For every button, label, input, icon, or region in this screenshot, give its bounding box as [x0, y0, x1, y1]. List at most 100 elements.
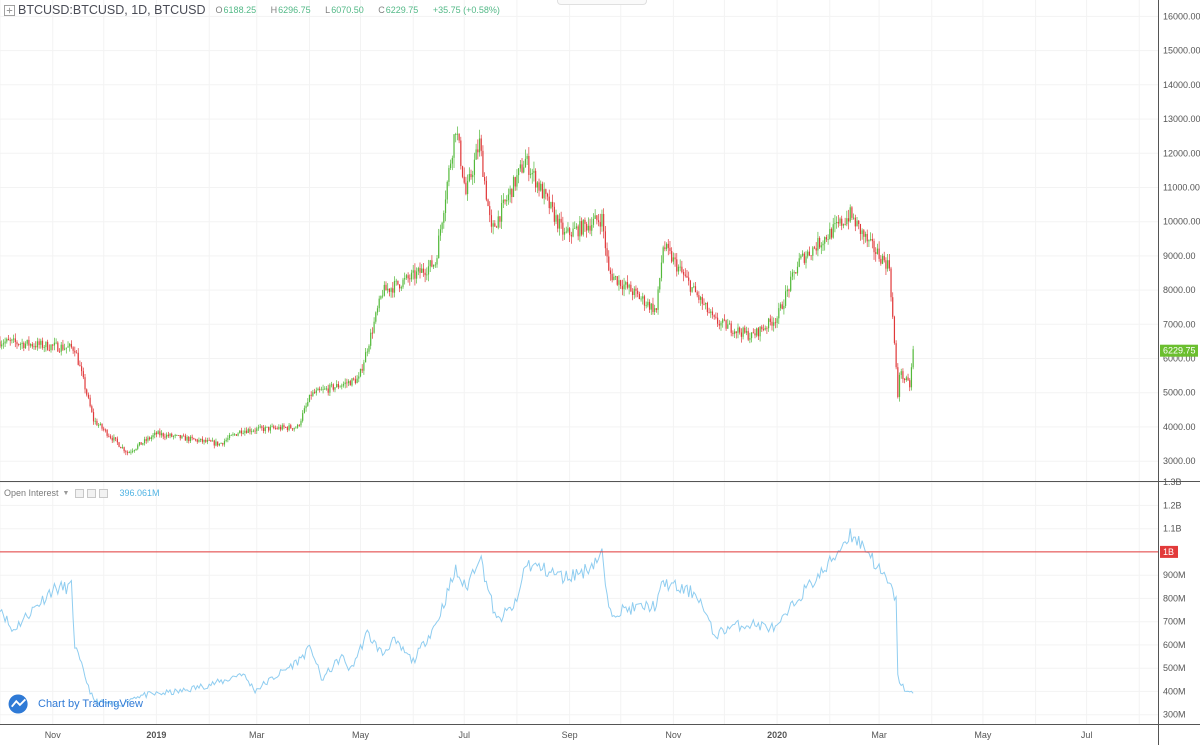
candle-body: [291, 428, 294, 430]
candle-body: [456, 133, 459, 135]
candle: [720, 320, 722, 331]
candle-body: [647, 301, 649, 306]
candle-body: [123, 447, 125, 452]
oi-title[interactable]: Open Interest: [4, 488, 59, 498]
candle: [754, 329, 756, 339]
candle: [371, 327, 373, 339]
toolbar-handle[interactable]: [557, 0, 647, 5]
candle: [703, 298, 705, 306]
tradingview-logo-icon: [8, 694, 28, 714]
candle-body: [89, 397, 91, 407]
candle-body: [779, 304, 782, 309]
candle: [859, 223, 862, 241]
candle-body: [863, 230, 865, 237]
oi-tick-label: 1.3B: [1163, 477, 1182, 487]
close-icon[interactable]: [99, 488, 109, 498]
candle-body: [553, 206, 555, 222]
candle: [654, 304, 656, 315]
symbol-label[interactable]: BTCUSD:BTCUSD, 1D, BTCUSD: [18, 3, 206, 17]
candle-body: [871, 239, 873, 242]
candle: [342, 381, 345, 388]
candle-body: [783, 305, 785, 309]
candle: [591, 217, 593, 237]
candle: [752, 328, 754, 334]
candle: [667, 239, 669, 256]
candle-body: [133, 450, 135, 451]
candle: [322, 384, 324, 394]
candle: [215, 438, 217, 447]
candle-body: [50, 344, 52, 351]
candle-body: [587, 225, 589, 231]
candle: [502, 193, 504, 208]
candle: [757, 327, 759, 340]
candle-body: [427, 266, 430, 275]
candle-body: [244, 430, 246, 433]
candle: [278, 424, 280, 430]
candle: [750, 332, 753, 343]
candle: [541, 181, 544, 199]
candle: [176, 434, 178, 436]
candle: [235, 434, 237, 436]
candle: [358, 372, 360, 383]
candle: [288, 423, 290, 432]
candle: [713, 314, 715, 320]
candle: [290, 423, 292, 429]
candle-body: [597, 220, 600, 223]
candle: [596, 215, 598, 225]
candle-body: [812, 247, 814, 256]
candle: [164, 433, 166, 441]
candle-body: [152, 435, 154, 438]
candle: [509, 185, 511, 203]
candle: [179, 434, 181, 441]
candle: [477, 139, 479, 160]
candle: [553, 202, 555, 226]
candle-body: [361, 368, 363, 371]
candle: [135, 448, 137, 451]
candle: [745, 326, 748, 336]
candle: [82, 367, 84, 380]
settings-icon[interactable]: [87, 488, 97, 498]
candle-body: [256, 428, 258, 432]
candle-body: [662, 247, 664, 263]
candle-body: [375, 312, 377, 322]
candle-body: [351, 378, 353, 386]
candle-body: [337, 384, 339, 388]
candle-body: [33, 346, 35, 347]
candle: [807, 249, 809, 259]
candle: [334, 387, 336, 393]
candle-body: [264, 427, 266, 431]
open-value: 6188.25: [223, 5, 257, 15]
brand-link[interactable]: Chart by TradingView: [8, 694, 143, 714]
chevron-down-icon[interactable]: ▼: [62, 489, 70, 497]
candle-body: [778, 308, 780, 319]
candle-body: [769, 318, 771, 322]
candle-body: [555, 215, 557, 222]
candle: [725, 319, 727, 331]
candle: [111, 435, 113, 443]
candle-body: [257, 427, 260, 429]
candle: [684, 268, 686, 278]
candle: [378, 295, 380, 312]
candle-body: [115, 437, 117, 439]
candle-body: [705, 303, 707, 305]
candle: [101, 423, 103, 431]
candle-body: [82, 371, 84, 378]
candle-body: [116, 438, 118, 443]
candle-body: [330, 384, 333, 386]
candle: [727, 318, 729, 329]
candle-body: [691, 287, 693, 292]
visibility-icon[interactable]: [75, 488, 85, 498]
settings-icon[interactable]: [4, 4, 15, 16]
candle: [291, 428, 294, 431]
candle-body: [623, 284, 625, 290]
candle-body: [563, 232, 566, 235]
candle-body: [108, 435, 110, 437]
candle: [693, 282, 695, 289]
candle-body: [166, 434, 168, 438]
candle: [172, 435, 175, 440]
candle: [252, 429, 254, 433]
candle: [467, 174, 469, 201]
candle-body: [851, 207, 853, 218]
candle-body: [463, 176, 465, 183]
